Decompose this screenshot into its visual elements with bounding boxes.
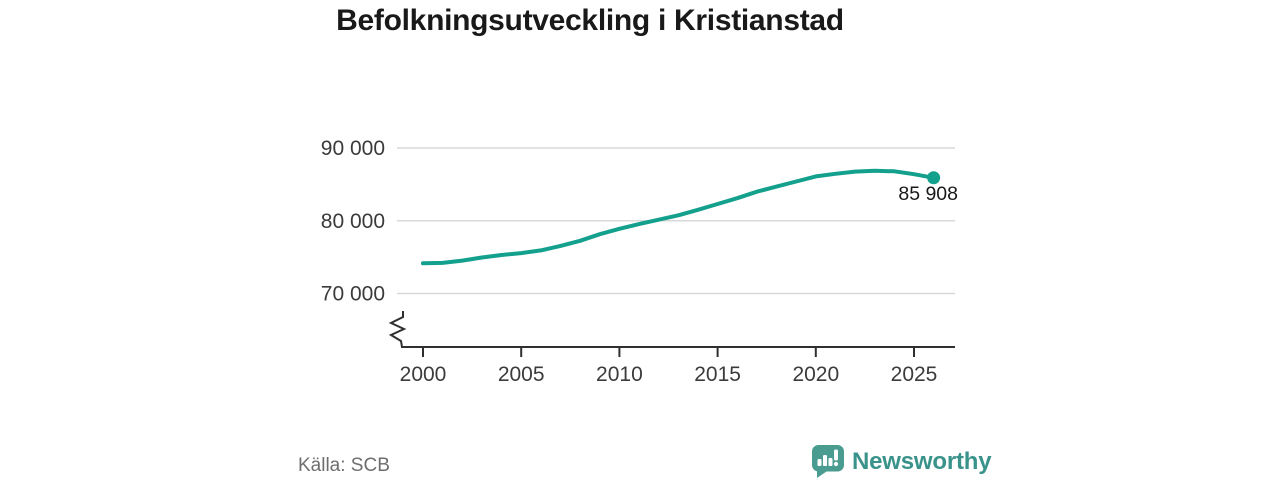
bar-chart-glyph <box>817 449 839 467</box>
x-tick-label: 2000 <box>400 363 447 386</box>
latest-point-dot <box>927 171 941 185</box>
newsworthy-icon <box>812 445 844 478</box>
latest-value-label: 85 908 <box>898 183 958 205</box>
y-tick-label: 80 000 <box>321 210 385 233</box>
x-tick-label: 2010 <box>596 363 643 386</box>
x-tick-label: 2025 <box>891 363 938 386</box>
source-note: Källa: SCB <box>298 455 390 476</box>
page-title: Befolkningsutveckling i Kristianstad <box>336 4 844 37</box>
x-tick-label: 2020 <box>792 363 839 386</box>
population-line <box>421 168 936 266</box>
y-tick-label: 70 000 <box>321 283 385 306</box>
x-tick-label: 2015 <box>694 363 741 386</box>
speech-bubble-shape <box>812 445 844 478</box>
y-axis-break-icon <box>388 311 407 348</box>
newsworthy-wordmark: Newsworthy <box>852 447 992 475</box>
newsworthy-logo[interactable]: Newsworthy <box>811 444 992 479</box>
x-tick-label: 2005 <box>498 363 545 386</box>
y-tick-label: 90 000 <box>321 137 385 160</box>
